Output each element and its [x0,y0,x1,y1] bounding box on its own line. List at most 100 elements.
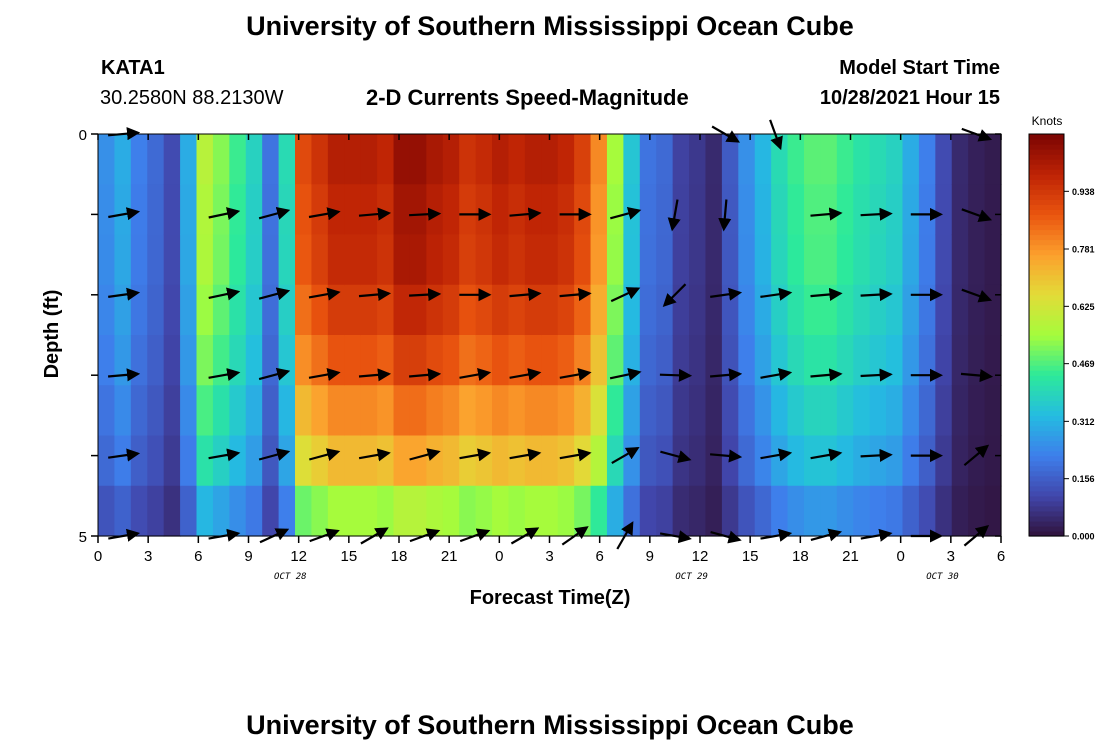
heatmap-cell [508,184,526,236]
colorbar-swatch [1029,164,1064,170]
current-vector-arrow [810,287,843,302]
x-tick-label: 3 [144,548,152,565]
current-vector-arrow [609,367,642,381]
heatmap-cell [902,134,920,185]
heatmap-cell [426,134,444,185]
heatmap-cell [245,284,263,336]
heatmap-cell [738,184,756,236]
heatmap-cell [869,184,887,236]
heatmap-cell [771,134,789,185]
heatmap-cell [606,385,624,437]
heatmap-cell [524,385,542,437]
colorbar-swatch [1029,134,1064,140]
colorbar-swatch [1029,209,1064,216]
heatmap-cell [639,184,657,236]
colorbar-swatch [1029,380,1064,386]
colorbar-swatch [1029,309,1064,316]
heatmap-cell [803,435,821,487]
heatmap-cell [163,335,181,386]
heatmap-cell [114,234,132,286]
heatmap-cell [705,485,723,537]
current-vector-arrow [309,448,341,461]
current-vector-arrow [358,207,392,221]
heatmap-cell [771,385,789,437]
heatmap-cell [262,385,280,437]
heatmap-cell [327,134,345,185]
heatmap-cell [459,284,477,336]
heatmap-cell [902,485,920,537]
heatmap-cell [377,385,395,437]
heatmap-cell [639,234,657,286]
heatmap-cell [689,234,707,286]
current-vector-arrow [308,207,341,221]
heatmap-cell [623,134,641,185]
x-tick-label: 21 [441,548,458,565]
heatmap-cell [918,435,936,487]
current-vector-arrow [358,287,392,302]
current-vector-arrow [760,368,793,382]
heatmap-cell [754,385,772,437]
colorbar-swatch [1029,189,1064,195]
colorbar-swatch [1029,199,1064,205]
heatmap-cell [754,435,772,487]
heatmap-cell [656,234,674,286]
heatmap-cell [344,284,362,336]
colorbar-swatch [1029,345,1064,351]
heatmap-cell [295,134,313,185]
heatmap-cell [147,284,165,336]
heatmap-cell [984,134,1002,185]
heatmap-cell [278,485,296,537]
heatmap-cell [524,284,542,336]
heatmap-cell [984,385,1002,437]
colorbar-swatch [1029,505,1064,512]
heatmap-cell [721,134,739,185]
heatmap-cell [98,335,116,386]
heatmap-cell [754,485,772,537]
colorbar-title: Knots [1032,114,1063,128]
heatmap-cell [541,284,559,336]
heatmap-cell [344,435,362,487]
colorbar-swatch [1029,254,1064,261]
heatmap-cell [212,485,230,537]
heatmap-cell [180,385,198,437]
current-vector-arrow [208,207,241,221]
heatmap-cell [869,485,887,537]
heatmap-cell [163,184,181,236]
current-vector-arrow [559,287,592,302]
heatmap-cell [738,335,756,386]
colorbar-swatch [1029,400,1064,406]
heatmap-cell [130,184,148,236]
x-axis: 0 3 6 9 12 15 18 21 0 3 6 9 12 15 18 21 0 3 6 OCT 28 OCT 29 O… [94,134,1005,582]
x-tick-label: 21 [842,548,859,565]
heatmap-cell [327,234,345,286]
x-tick-label: 6 [997,548,1005,565]
heatmap-cell [541,485,559,537]
heatmap-cell [820,385,838,437]
colorbar-swatch [1029,340,1064,346]
heatmap-cell [902,234,920,286]
heatmap-cell [721,485,739,537]
heatmap-cell [475,284,493,336]
heatmap-cell [623,184,641,236]
colorbar-swatch [1029,284,1064,291]
heatmap-cell [951,284,969,336]
heatmap-cell [459,335,477,386]
heatmap-cell [475,335,493,386]
heatmap-cell [426,184,444,236]
colorbar-frame [1028,133,1065,537]
heatmap-cell [689,335,707,386]
heatmap-cell [229,234,247,286]
colorbar-swatch [1029,490,1064,497]
heatmap-cell [721,435,739,487]
heatmap-cell [639,284,657,336]
heatmap-cell [130,435,148,487]
heatmap-cell [409,284,427,336]
heatmap-cell [689,184,707,236]
heatmap-cell [180,234,198,286]
heatmap-cell [508,234,526,286]
heatmap-cell [639,134,657,185]
heatmap-cell [672,385,690,437]
heatmap-cell [409,335,427,386]
colorbar-swatch [1029,194,1064,200]
